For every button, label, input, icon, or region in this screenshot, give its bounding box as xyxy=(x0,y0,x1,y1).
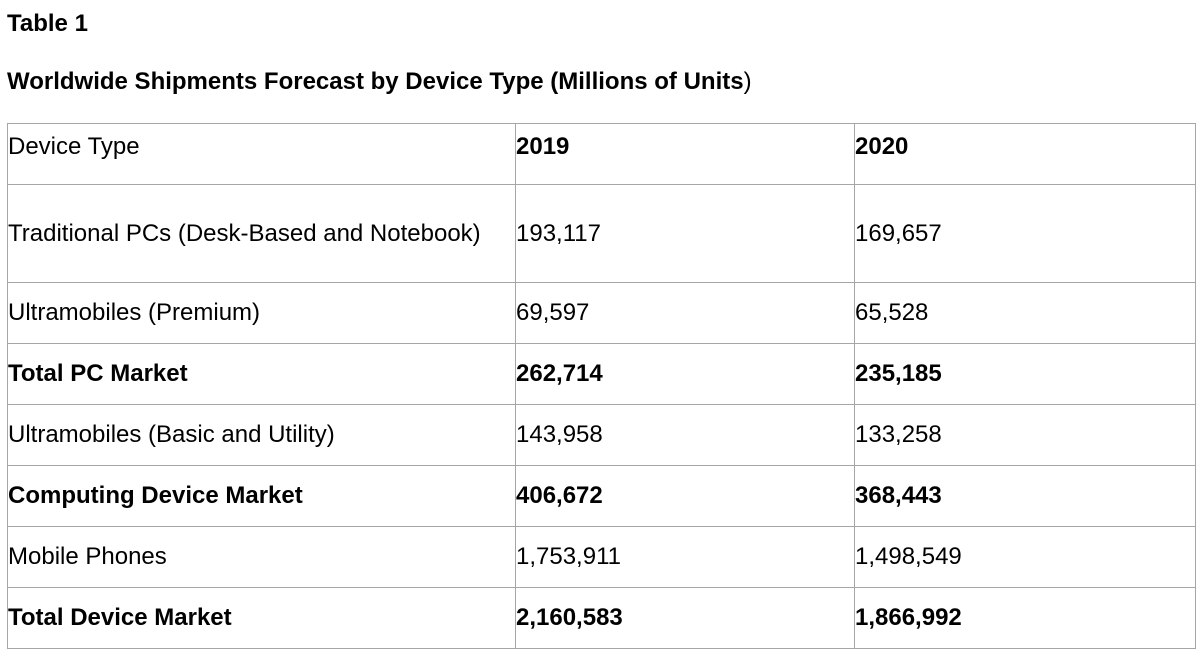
table-label: Table 1 xyxy=(7,10,88,37)
header-2019: 2019 xyxy=(515,123,855,185)
cell-2020: 169,657 xyxy=(854,184,1196,283)
shipments-table: Device Type 2019 2020 Traditional PCs (D… xyxy=(7,123,1196,649)
cell-2020: 368,443 xyxy=(854,465,1196,527)
cell-2020: 1,498,549 xyxy=(854,526,1196,588)
cell-2020: 235,185 xyxy=(854,343,1196,405)
cell-device: Mobile Phones xyxy=(7,526,516,588)
table-row: Ultramobiles (Premium) 69,597 65,528 xyxy=(7,282,1196,344)
cell-device: Total Device Market xyxy=(7,587,516,649)
header-2020: 2020 xyxy=(854,123,1196,185)
table-row: Total PC Market 262,714 235,185 xyxy=(7,343,1196,405)
cell-2019: 2,160,583 xyxy=(515,587,855,649)
table-header-row: Device Type 2019 2020 xyxy=(7,123,1196,185)
cell-2019: 1,753,911 xyxy=(515,526,855,588)
table-row: Computing Device Market 406,672 368,443 xyxy=(7,465,1196,527)
cell-2019: 69,597 xyxy=(515,282,855,344)
cell-device: Computing Device Market xyxy=(7,465,516,527)
cell-2020: 133,258 xyxy=(854,404,1196,466)
table-row: Traditional PCs (Desk-Based and Notebook… xyxy=(7,184,1196,283)
cell-device: Ultramobiles (Premium) xyxy=(7,282,516,344)
cell-2020: 1,866,992 xyxy=(854,587,1196,649)
cell-2019: 193,117 xyxy=(515,184,855,283)
table-caption: Worldwide Shipments Forecast by Device T… xyxy=(7,66,752,98)
table-caption-close: ) xyxy=(743,68,752,95)
table-row: Mobile Phones 1,753,911 1,498,549 xyxy=(7,526,1196,588)
cell-2020: 65,528 xyxy=(854,282,1196,344)
table-caption-text: Worldwide Shipments Forecast by Device T… xyxy=(7,68,744,95)
cell-device: Traditional PCs (Desk-Based and Notebook… xyxy=(7,184,516,283)
cell-2019: 406,672 xyxy=(515,465,855,527)
header-device-type: Device Type xyxy=(7,123,516,185)
cell-device: Total PC Market xyxy=(7,343,516,405)
table-row: Total Device Market 2,160,583 1,866,992 xyxy=(7,587,1196,649)
cell-2019: 143,958 xyxy=(515,404,855,466)
table-row: Ultramobiles (Basic and Utility) 143,958… xyxy=(7,404,1196,466)
cell-2019: 262,714 xyxy=(515,343,855,405)
cell-device: Ultramobiles (Basic and Utility) xyxy=(7,404,516,466)
